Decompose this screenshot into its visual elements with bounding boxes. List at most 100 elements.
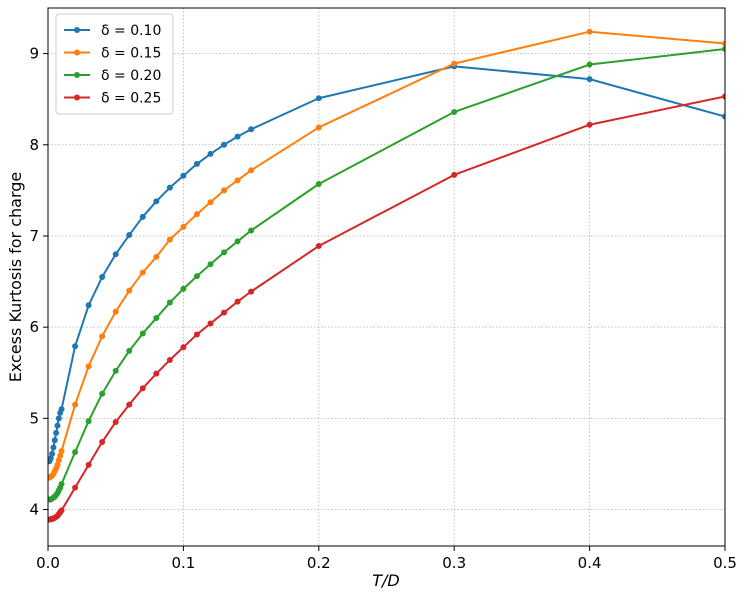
data-point (112, 251, 119, 258)
data-point (58, 448, 65, 455)
data-point (586, 76, 593, 83)
data-point (248, 227, 255, 234)
data-point (139, 269, 146, 276)
y-tick-label: 5 (29, 409, 39, 427)
data-point (85, 302, 92, 309)
data-point (451, 171, 458, 178)
data-point (207, 261, 214, 268)
legend-item: δ = 0.25 (64, 91, 161, 107)
data-point (221, 141, 228, 148)
series-3 (48, 46, 725, 503)
data-point (234, 238, 241, 245)
data-point (54, 461, 61, 468)
legend-label: δ = 0.10 (101, 23, 161, 39)
x-tick-label: 0.2 (307, 554, 331, 572)
y-tick-label: 9 (29, 45, 39, 63)
data-point (722, 46, 725, 53)
series-1 (48, 63, 725, 465)
data-point (207, 320, 214, 327)
data-point (166, 236, 173, 243)
data-point (193, 331, 200, 338)
legend: δ = 0.10 δ = 0.15 δ = 0.20 δ = 0.25 (55, 13, 174, 115)
data-point (153, 253, 160, 260)
series-2 (48, 28, 725, 481)
data-point (722, 40, 725, 47)
data-point (85, 363, 92, 370)
data-point (586, 28, 593, 35)
data-point (315, 180, 322, 187)
x-tick-label: 0.1 (171, 554, 195, 572)
data-point (72, 449, 79, 456)
data-point (221, 309, 228, 316)
legend-label: δ = 0.20 (101, 68, 161, 84)
data-point (315, 242, 322, 249)
data-point (112, 308, 119, 315)
y-axis-label: Excess Kurtosis for charge (6, 172, 25, 383)
data-point (248, 126, 255, 133)
data-point (166, 299, 173, 306)
y-tick-label: 7 (29, 227, 39, 245)
data-point (126, 347, 133, 354)
data-point (180, 223, 187, 230)
data-point (48, 455, 54, 462)
data-point (234, 177, 241, 184)
data-point (315, 124, 322, 131)
data-point (234, 133, 241, 140)
x-tick-label: 0.0 (36, 554, 60, 572)
data-point (53, 429, 60, 436)
series-group (48, 28, 725, 523)
y-tick-label: 8 (29, 136, 39, 154)
data-point (72, 484, 79, 491)
data-point (153, 370, 160, 377)
data-point (72, 401, 79, 408)
data-point (180, 344, 187, 351)
legend-item: δ = 0.10 (64, 23, 161, 39)
y-tick-label: 4 (29, 501, 39, 519)
data-point (722, 93, 725, 100)
data-point (139, 330, 146, 337)
data-point (586, 61, 593, 68)
data-point (248, 167, 255, 174)
data-point (99, 390, 106, 397)
data-point (193, 273, 200, 280)
data-point (166, 184, 173, 191)
legend-item: δ = 0.15 (64, 46, 161, 62)
legend-swatch-marker (74, 27, 80, 33)
legend-swatch-marker (74, 72, 80, 78)
legend-label: δ = 0.15 (101, 46, 161, 62)
legend-swatch-marker (74, 49, 80, 56)
data-point (180, 285, 187, 292)
ticks: 0.0 0.1 0.2 0.3 0.4 0.5 4 5 6 7 8 9 (29, 45, 736, 572)
data-point (586, 121, 593, 128)
data-point (180, 172, 187, 179)
x-tick-label: 0.5 (713, 554, 737, 572)
data-point (207, 199, 214, 206)
data-point (55, 457, 62, 464)
plot-frame (47, 7, 726, 547)
data-point (58, 480, 65, 487)
data-point (234, 298, 241, 305)
data-point (99, 439, 106, 446)
x-tick-label: 0.4 (578, 554, 602, 572)
data-point (221, 187, 228, 194)
x-tick-label: 0.3 (442, 554, 466, 572)
data-point (153, 198, 160, 205)
series-4 (48, 93, 725, 523)
data-point (126, 232, 133, 239)
data-point (126, 287, 133, 294)
data-point (112, 418, 119, 425)
data-point (193, 160, 200, 167)
data-point (99, 274, 106, 280)
data-point (139, 213, 146, 220)
data-point (85, 461, 92, 468)
legend-item: δ = 0.20 (64, 68, 161, 84)
data-point (248, 288, 255, 295)
data-point (451, 108, 458, 115)
data-point (85, 418, 92, 425)
y-tick-label: 6 (29, 318, 39, 336)
data-point (207, 150, 214, 157)
legend-label: δ = 0.25 (101, 91, 161, 107)
data-point (50, 444, 57, 451)
series-line (48, 65, 725, 462)
